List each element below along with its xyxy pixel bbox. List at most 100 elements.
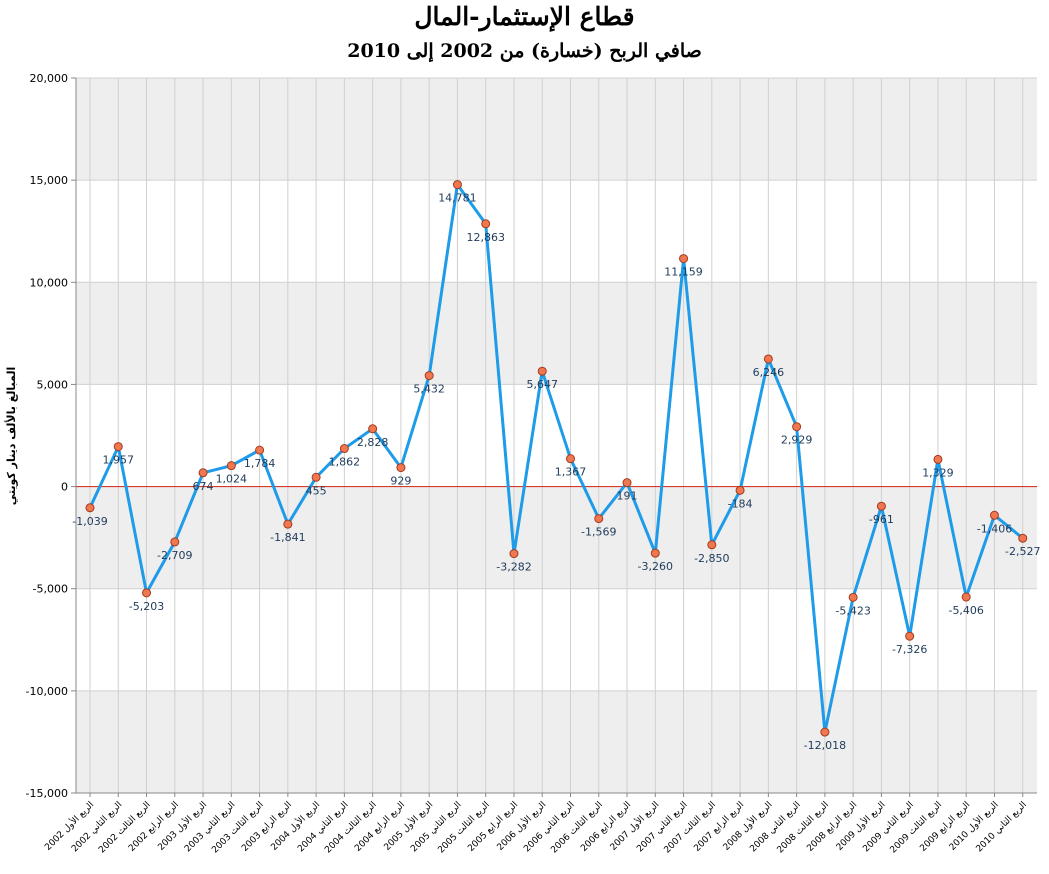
data-point xyxy=(566,454,575,464)
x-tick-label: الربع الثاني 2009 xyxy=(861,800,915,854)
x-tick-label: الربع الأول 2006 xyxy=(494,799,548,853)
x-tick-label: الربع الأول 2009 xyxy=(833,799,887,853)
data-label: 929 xyxy=(390,475,411,488)
x-tick-label: الربع الثاني 2010 xyxy=(975,800,1029,854)
data-label: 5,432 xyxy=(413,383,445,396)
data-label: 14,781 xyxy=(438,192,477,205)
data-point xyxy=(989,510,999,520)
data-point xyxy=(113,442,123,452)
plot-band xyxy=(76,384,1037,487)
data-label: 11,159 xyxy=(664,266,703,279)
data-point xyxy=(368,424,378,434)
y-tick-label: 20,000 xyxy=(30,72,69,85)
data-point xyxy=(961,592,971,602)
data-label: -1,039 xyxy=(72,515,107,528)
x-tick-label: الربع الرابع 2006 xyxy=(579,800,633,854)
x-tick-label: الربع الثالث 2005 xyxy=(436,800,491,855)
data-label: -7,326 xyxy=(892,643,927,656)
data-label: 1,329 xyxy=(922,466,954,479)
data-point xyxy=(170,537,180,547)
data-point xyxy=(735,485,745,495)
x-tick-label: الربع الثالث 2004 xyxy=(323,800,378,855)
data-label: -12,018 xyxy=(804,739,846,752)
data-point xyxy=(226,461,236,471)
plot-band xyxy=(76,282,1037,385)
vertical-gridlines xyxy=(89,78,1024,793)
data-label: -1,569 xyxy=(581,526,616,539)
x-tick-label: الربع الأول 2002 xyxy=(42,799,96,853)
data-label: -1,841 xyxy=(270,531,305,544)
data-point xyxy=(142,588,152,598)
data-point xyxy=(650,548,660,558)
data-label: -1,406 xyxy=(977,522,1012,535)
data-label: 455 xyxy=(306,484,327,497)
plot-band xyxy=(76,486,1037,589)
data-label: -3,282 xyxy=(496,561,531,574)
data-label: 5,647 xyxy=(526,378,558,391)
data-point xyxy=(396,463,406,473)
data-label: -5,203 xyxy=(129,600,164,613)
x-tick-label: الربع الثالث 2006 xyxy=(549,800,604,855)
data-point xyxy=(820,727,830,737)
data-point xyxy=(707,540,717,550)
data-point xyxy=(1018,533,1028,543)
data-point xyxy=(452,180,462,190)
data-point xyxy=(311,472,321,482)
data-point xyxy=(763,354,773,364)
plot-bands xyxy=(76,78,1037,793)
data-label: 1,862 xyxy=(329,456,361,469)
plot-band xyxy=(76,690,1037,793)
x-tick-label: الربع الرابع 2005 xyxy=(466,800,520,854)
plot-band xyxy=(76,180,1037,283)
data-label: -3,260 xyxy=(638,560,673,573)
x-tick-label: الربع الثاني 2002 xyxy=(70,800,124,854)
data-label: 1,957 xyxy=(103,454,135,467)
data-label: -2,527 xyxy=(1005,545,1040,558)
x-tick-label: الربع الرابع 2002 xyxy=(127,800,181,854)
x-tick-label: الربع الثاني 2008 xyxy=(748,800,802,854)
data-point xyxy=(594,514,604,524)
x-tick-label: الربع الثالث 2007 xyxy=(662,800,717,855)
data-label: -2,850 xyxy=(694,552,729,565)
data-point xyxy=(509,549,519,559)
x-tick-label: الربع الثاني 2005 xyxy=(409,800,463,854)
data-label: -961 xyxy=(869,513,894,526)
x-tick-label: الربع الثالث 2009 xyxy=(889,800,944,855)
chart-title: قطاع الإستثمار-المال xyxy=(414,2,635,31)
y-tick-label: 0 xyxy=(61,481,68,494)
data-point xyxy=(679,254,689,264)
x-tick-label: الربع الثاني 2004 xyxy=(296,800,350,854)
data-point xyxy=(85,503,95,513)
y-tick-label: -5,000 xyxy=(33,583,68,596)
data-label: 1,367 xyxy=(555,466,587,479)
data-point xyxy=(876,501,886,511)
x-tick-label: الربع الثالث 2002 xyxy=(97,800,152,855)
data-label: 1,784 xyxy=(244,457,276,470)
data-point xyxy=(933,454,943,464)
data-label: 674 xyxy=(193,480,214,493)
data-point xyxy=(424,371,434,381)
data-label: 1,024 xyxy=(216,473,248,486)
x-tick-label: الربع الأول 2005 xyxy=(381,799,435,853)
x-tick-label: الربع الثالث 2008 xyxy=(776,800,831,855)
data-label: -184 xyxy=(728,497,753,510)
y-tick-label: -10,000 xyxy=(26,685,68,698)
x-tick-label: الربع الرابع 2004 xyxy=(353,800,407,854)
x-tick-label: الربع الرابع 2009 xyxy=(918,800,972,854)
x-tick-label: الربع الثاني 2003 xyxy=(183,800,237,854)
data-label: 2,929 xyxy=(781,434,813,447)
x-tick-label: الربع الرابع 2008 xyxy=(805,800,859,854)
x-tick-label: الربع الأول 2010 xyxy=(946,799,1000,853)
series-line-path xyxy=(88,183,1024,734)
data-label: 12,863 xyxy=(466,231,505,244)
data-point xyxy=(198,468,208,478)
plot-band xyxy=(76,588,1037,691)
data-point xyxy=(537,366,547,376)
x-tick-label: الربع الرابع 2003 xyxy=(240,800,294,854)
data-point xyxy=(848,592,858,602)
x-tick-label: الربع الثاني 2007 xyxy=(635,800,689,854)
data-point xyxy=(255,445,265,455)
